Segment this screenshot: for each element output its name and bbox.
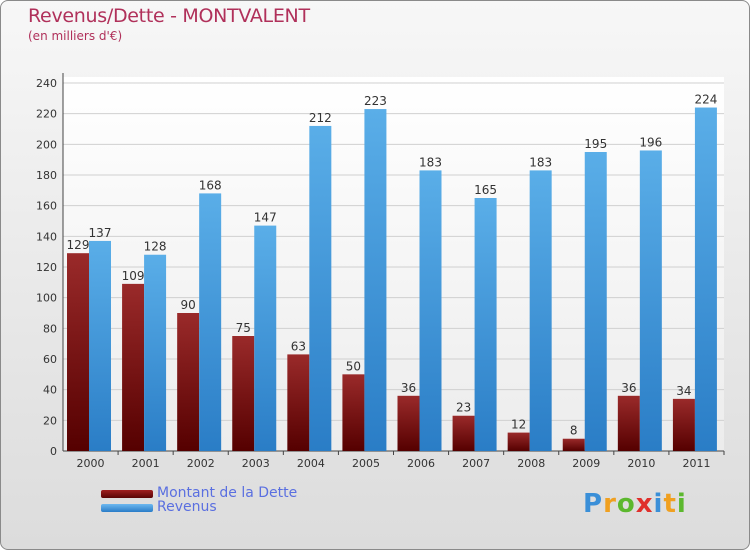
proxiti-logo: Proxiti bbox=[583, 489, 687, 519]
bar-dette bbox=[177, 313, 200, 451]
legend-label-dette: Montant de la Dette bbox=[157, 485, 298, 501]
x-tick-label: 2011 bbox=[682, 457, 710, 470]
plot-area bbox=[63, 77, 724, 451]
data-label-revenus: 223 bbox=[364, 94, 387, 108]
y-tick-label: 20 bbox=[43, 414, 57, 427]
x-tick-label: 2009 bbox=[572, 457, 600, 470]
y-tick-label: 40 bbox=[43, 384, 57, 397]
bar-revenus bbox=[89, 240, 111, 451]
bar-dette bbox=[562, 438, 585, 451]
data-label-dette: 36 bbox=[621, 381, 636, 395]
x-tick-label: 2003 bbox=[242, 457, 270, 470]
data-label-revenus: 183 bbox=[419, 155, 442, 169]
x-tick-label: 2007 bbox=[462, 457, 490, 470]
data-label-dette: 90 bbox=[181, 298, 196, 312]
bar-revenus bbox=[529, 170, 552, 451]
bar-revenus bbox=[364, 109, 387, 452]
bar-dette bbox=[67, 253, 89, 451]
data-label-dette: 129 bbox=[67, 238, 90, 252]
bar-dette bbox=[452, 415, 475, 451]
bar-revenus bbox=[199, 193, 222, 451]
bar-dette bbox=[617, 395, 640, 451]
data-label-dette: 75 bbox=[236, 321, 251, 335]
bar-revenus bbox=[584, 152, 607, 451]
data-label-dette: 12 bbox=[511, 418, 526, 432]
data-label-revenus: 137 bbox=[89, 226, 112, 240]
logo-letter: o bbox=[616, 489, 636, 519]
bar-dette bbox=[397, 395, 420, 451]
data-label-dette: 63 bbox=[291, 339, 306, 353]
x-tick-label: 2010 bbox=[627, 457, 655, 470]
x-tick-label: 2005 bbox=[352, 457, 380, 470]
bar-revenus bbox=[639, 150, 662, 451]
chart-subtitle: (en milliers d'€) bbox=[28, 29, 123, 43]
y-tick-label: 80 bbox=[43, 322, 57, 335]
y-tick-label: 200 bbox=[36, 138, 57, 151]
data-label-dette: 34 bbox=[676, 384, 691, 398]
x-tick-label: 2004 bbox=[297, 457, 325, 470]
bar-revenus bbox=[144, 254, 167, 451]
data-label-revenus: 183 bbox=[529, 155, 552, 169]
data-label-dette: 23 bbox=[456, 401, 471, 415]
x-tick-label: 2001 bbox=[132, 457, 160, 470]
bar-revenus bbox=[419, 170, 442, 451]
bar-revenus bbox=[474, 198, 497, 451]
data-label-dette: 8 bbox=[570, 424, 578, 438]
y-tick-label: 180 bbox=[36, 169, 57, 182]
x-tick-label: 2006 bbox=[407, 457, 435, 470]
logo-letter: t bbox=[663, 489, 677, 519]
y-tick-label: 100 bbox=[36, 292, 57, 305]
logo-letter: P bbox=[583, 489, 604, 519]
legend-label-revenus: Revenus bbox=[157, 499, 217, 515]
bar-revenus bbox=[694, 107, 717, 452]
chart-title: Revenus/Dette - MONTVALENT bbox=[28, 5, 310, 27]
data-label-revenus: 165 bbox=[474, 183, 497, 197]
logo-letter: r bbox=[603, 489, 617, 519]
bar-dette bbox=[232, 336, 255, 451]
bar-revenus bbox=[309, 125, 332, 451]
x-tick-label: 2008 bbox=[517, 457, 545, 470]
bar-dette bbox=[507, 432, 530, 451]
data-label-revenus: 196 bbox=[639, 135, 662, 149]
data-label-revenus: 224 bbox=[694, 93, 717, 107]
logo-letter: x bbox=[635, 489, 654, 519]
data-label-revenus: 128 bbox=[144, 240, 167, 254]
x-tick-label: 2000 bbox=[77, 457, 105, 470]
data-label-revenus: 212 bbox=[309, 111, 332, 125]
legend-swatch-revenus bbox=[101, 504, 153, 512]
bar-revenus bbox=[254, 225, 277, 451]
y-tick-label: 0 bbox=[50, 445, 57, 458]
bar-dette bbox=[342, 374, 365, 451]
data-label-dette: 50 bbox=[346, 359, 361, 373]
y-tick-label: 240 bbox=[36, 77, 57, 90]
data-label-revenus: 147 bbox=[254, 211, 277, 225]
logo-letter: i bbox=[653, 489, 664, 519]
data-label-dette: 36 bbox=[401, 381, 416, 395]
y-tick-label: 160 bbox=[36, 200, 57, 213]
y-tick-label: 140 bbox=[36, 230, 57, 243]
y-tick-label: 60 bbox=[43, 353, 57, 366]
bar-dette bbox=[287, 354, 310, 451]
data-label-revenus: 168 bbox=[199, 178, 222, 192]
y-tick-label: 220 bbox=[36, 108, 57, 121]
x-tick-label: 2002 bbox=[187, 457, 215, 470]
legend-swatch-dette bbox=[101, 490, 153, 498]
bar-dette bbox=[122, 283, 145, 451]
data-label-revenus: 195 bbox=[584, 137, 607, 151]
data-label-dette: 109 bbox=[122, 269, 145, 283]
bar-dette bbox=[672, 398, 695, 451]
logo-letter: i bbox=[676, 489, 687, 519]
y-tick-label: 120 bbox=[36, 261, 57, 274]
